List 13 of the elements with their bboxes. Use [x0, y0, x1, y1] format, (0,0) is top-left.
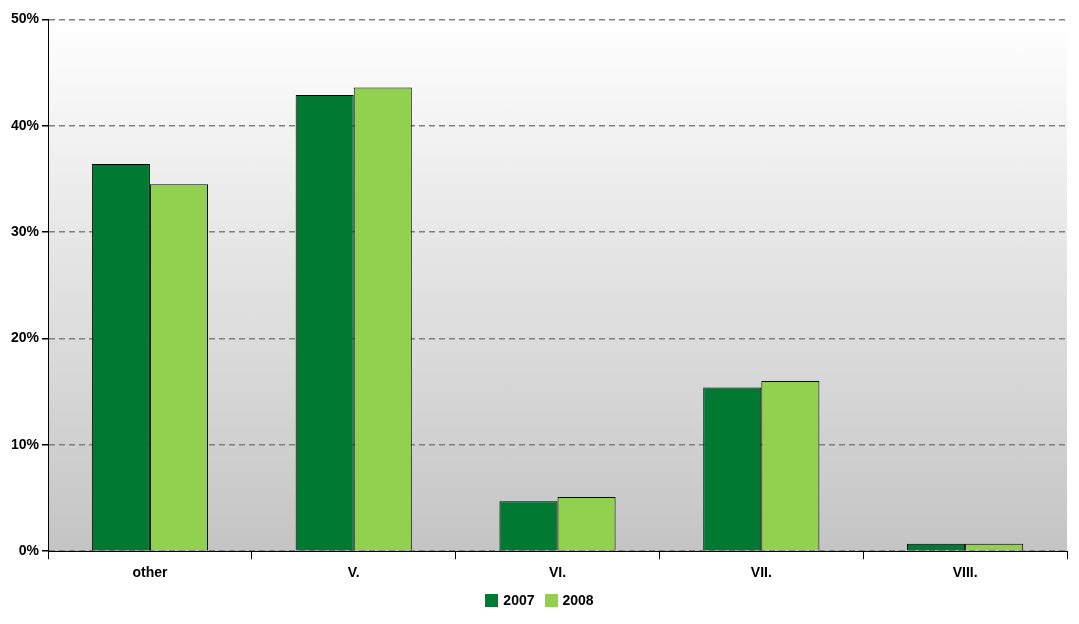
- x-tick-label: VII.: [750, 564, 772, 581]
- y-tick-label: 10%: [10, 435, 40, 452]
- x-tick-label: VIII.: [952, 564, 978, 581]
- y-tick-label: 50%: [10, 10, 40, 27]
- y-tick-label: 0%: [18, 542, 40, 559]
- x-tick-label: V.: [347, 564, 360, 581]
- x-tick-label: VI.: [548, 564, 567, 581]
- y-tick-label: 20%: [10, 329, 40, 346]
- legend-label: 2007: [503, 592, 535, 608]
- x-tick-label: other: [132, 564, 168, 581]
- y-tick-label: 40%: [10, 116, 40, 133]
- y-tick-label: 30%: [10, 222, 40, 239]
- legend-label: 2008: [562, 592, 594, 608]
